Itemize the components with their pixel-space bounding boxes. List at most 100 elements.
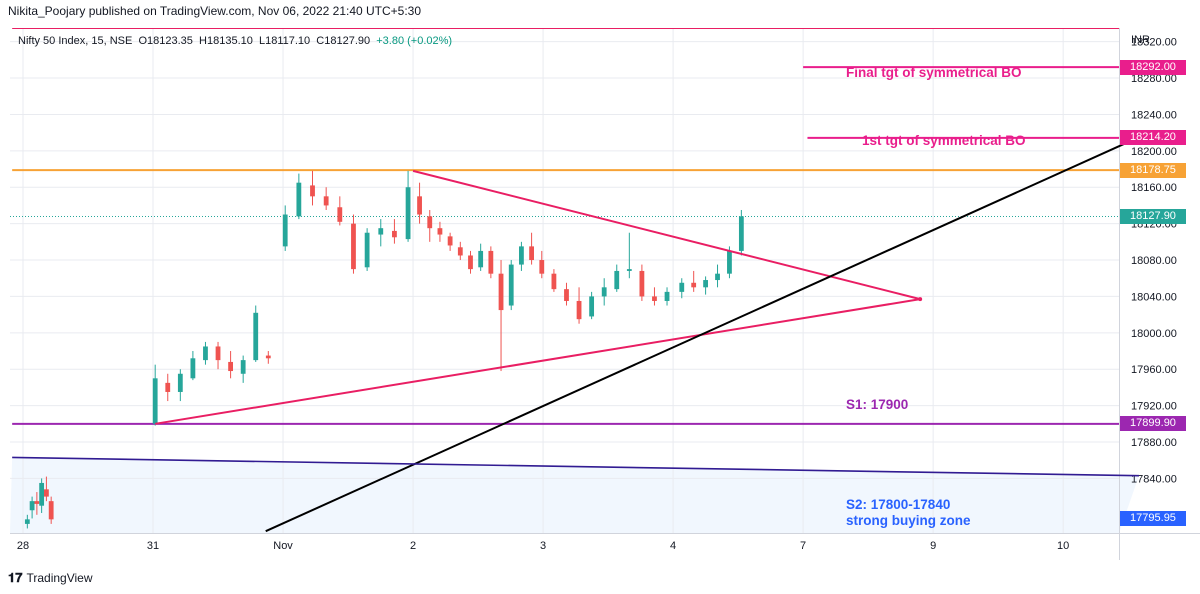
candle-body <box>601 287 607 297</box>
candle-body <box>691 282 697 288</box>
candle-body <box>392 230 397 238</box>
candle-body <box>296 182 302 217</box>
s2-label: S2: 17800-17840 <box>846 497 951 512</box>
candle-body <box>351 223 356 270</box>
triangle-apex-point <box>918 297 923 302</box>
candle-body <box>457 247 463 256</box>
candle-body <box>203 346 208 361</box>
x-tick-label: 31 <box>147 540 159 552</box>
y-tick-label: 18200.00 <box>1131 146 1177 158</box>
s2-channel-line <box>12 456 1140 477</box>
change-value: +3.80 (+0.02%) <box>376 35 453 47</box>
candle-body <box>519 246 524 265</box>
tradingview-logo-icon: 𝟏𝟕 <box>8 570 23 585</box>
candle-body <box>738 216 744 251</box>
candle-body <box>39 482 45 506</box>
candle-body <box>378 228 384 235</box>
candle-body <box>626 269 632 271</box>
candle-body <box>190 358 196 379</box>
x-tick-label: 10 <box>1057 540 1069 552</box>
candle-body <box>679 282 685 292</box>
y-tick-label: 18240.00 <box>1131 109 1177 121</box>
x-tick-label: 2 <box>410 540 416 552</box>
symbol-name: Nifty 50 Index, 15, NSE <box>18 35 133 47</box>
candle-body <box>727 250 732 274</box>
candle-body <box>44 489 49 497</box>
candle-body <box>551 273 557 290</box>
close-value: C18127.90 <box>316 35 371 47</box>
y-tick-label: 18040.00 <box>1131 291 1177 303</box>
high-value: H18135.10 <box>199 35 253 47</box>
candle-body <box>478 250 484 268</box>
candle-body <box>539 260 545 274</box>
candle-body <box>24 519 30 524</box>
price-label-18214: 18214.20 <box>1120 130 1186 146</box>
candle-body <box>405 187 411 240</box>
candle-body <box>639 270 645 297</box>
rising-trend-line <box>265 136 1140 533</box>
x-tick-label: 3 <box>540 540 546 552</box>
price-label-17899: 17899.90 <box>1120 416 1186 432</box>
candle-body <box>529 246 534 261</box>
y-tick-label: 18160.00 <box>1131 182 1177 194</box>
x-tick-label: 4 <box>670 540 676 552</box>
s2-zone-shade <box>10 457 1140 533</box>
x-tick-label: 28 <box>17 540 29 552</box>
brand-text: TradingView <box>26 571 93 585</box>
candle-body <box>468 255 473 270</box>
candle-body <box>488 250 494 274</box>
price-chart[interactable]: 18320.00 18280.00 18240.00 18200.00 18160.00… <box>0 28 1200 560</box>
y-tick-label: 17920.00 <box>1131 401 1177 413</box>
open-value: O18123.35 <box>138 35 193 47</box>
candle-body <box>215 346 221 361</box>
candle-body <box>508 264 514 306</box>
candle-body <box>564 289 569 301</box>
y-tick-label: 18080.00 <box>1131 255 1177 267</box>
y-tick-label: 18280.00 <box>1131 73 1177 85</box>
price-label-18292: 18292.00 <box>1120 59 1186 75</box>
candle-body <box>177 373 183 392</box>
candle-body <box>715 273 720 281</box>
chart-area[interactable]: 18320.00 18280.00 18240.00 18200.00 18160.00… <box>0 28 1200 560</box>
y-tick-label: 17880.00 <box>1131 437 1177 449</box>
final-target-label: Final tgt of symmetrical BO <box>846 65 1022 80</box>
candle-body <box>34 501 40 504</box>
x-tick-label: 7 <box>800 540 806 552</box>
candle-body <box>228 361 233 372</box>
price-label-17795: 17795.95 <box>1120 510 1186 526</box>
x-tick-label: Nov <box>273 540 293 552</box>
candle-body <box>337 207 343 222</box>
candle-body <box>48 501 54 520</box>
low-value: L18117.10 <box>258 35 311 47</box>
candle-body <box>29 501 35 511</box>
s1-label: S1: 17900 <box>846 397 909 412</box>
price-label-current: 18127.90 <box>1120 208 1186 224</box>
first-target-label: 1st tgt of symmetrical BO <box>862 133 1026 148</box>
candle-body <box>498 273 504 311</box>
footer-brand: 𝟏𝟕 TradingView <box>8 570 93 586</box>
symbol-legend: Nifty 50 Index, 15, NSE O18123.35 H18135… <box>18 35 452 47</box>
y-tick-label: 18320.00 <box>1131 37 1177 49</box>
candle-body <box>417 196 422 215</box>
candle-body <box>253 312 259 361</box>
triangle-upper-line <box>412 169 921 301</box>
candle-body <box>437 228 443 235</box>
candle-body <box>310 185 315 197</box>
candle-body <box>240 360 246 374</box>
price-label-18178: 18178.75 <box>1120 162 1186 178</box>
triangle-lower-line <box>155 298 921 425</box>
x-tick-label: 9 <box>930 540 936 552</box>
candle-body <box>152 378 158 424</box>
publisher-line: Nikita_Poojary published on TradingView.… <box>8 4 422 18</box>
y-tick-label: 17840.00 <box>1131 473 1177 485</box>
candle-body <box>323 196 329 206</box>
candle-body <box>282 214 288 247</box>
candle-body <box>165 382 171 392</box>
y-tick-label: 17960.00 <box>1131 364 1177 376</box>
currency-label: INR <box>1131 34 1150 46</box>
candle-body <box>614 270 620 290</box>
candle-body <box>427 216 433 229</box>
s2-sub-label: strong buying zone <box>846 513 971 528</box>
candle-body <box>703 280 709 288</box>
candle-body <box>364 232 370 268</box>
